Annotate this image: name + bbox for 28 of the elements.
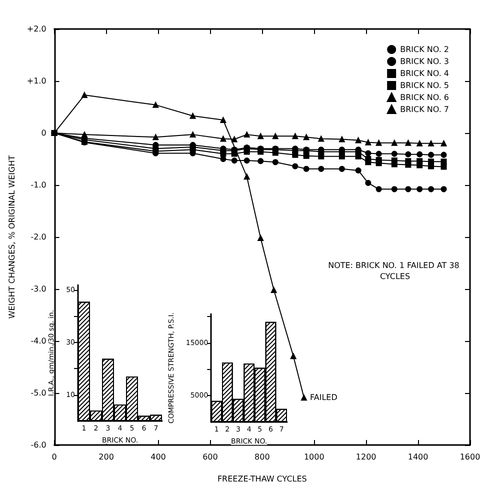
legend-label: BRICK NO. 3 (400, 57, 450, 66)
legend-label: BRICK NO. 4 (400, 69, 450, 78)
x-tick-label: 1400 (408, 452, 428, 462)
legend-label: BRICK NO. 5 (400, 81, 450, 90)
y-tick-label: +1.0 (26, 76, 46, 86)
x-tick-label: 600 (202, 452, 218, 462)
x-tick-label: 0 (52, 452, 57, 462)
annotation: NOTE: BRICK NO. 1 FAILED AT 38 CYCLES (328, 261, 462, 281)
y-tick-label: 0 (41, 128, 46, 138)
y-tick-label: -2.0 (30, 232, 46, 242)
y-tick-label: -3.0 (30, 284, 46, 294)
y-tick-label: +2.0 (26, 24, 46, 34)
legend-label: BRICK NO. 2 (400, 45, 450, 54)
legend-label: BRICK NO. 7 (400, 105, 450, 114)
x-tick-label: 1200 (356, 452, 376, 462)
x-axis-title: FREEZE-THAW CYCLES (217, 474, 307, 484)
annotation: FAILED (310, 393, 338, 402)
y-tick-label: -5.0 (30, 388, 46, 398)
x-tick-label: 1600 (460, 452, 480, 462)
x-tick-label: 1000 (304, 452, 324, 462)
y-tick-label: -6.0 (30, 440, 46, 450)
legend-label: BRICK NO. 6 (400, 93, 450, 102)
x-tick-label: 400 (150, 452, 166, 462)
y-tick-label: -4.0 (30, 336, 46, 346)
x-tick-label: 200 (98, 452, 114, 462)
y-tick-label: -1.0 (30, 180, 46, 190)
x-tick-label: 800 (254, 452, 270, 462)
y-axis-title: WEIGHT CHANGES, % ORIGINAL WEIGHT (8, 155, 16, 319)
